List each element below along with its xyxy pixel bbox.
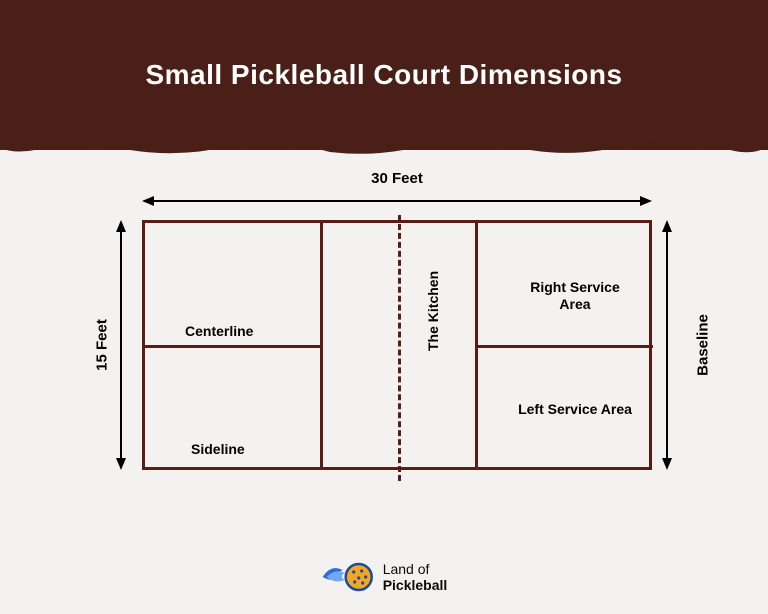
brand-logo: Land of Pickleball <box>321 558 448 596</box>
brand-line1: Land of <box>383 561 448 577</box>
left-service-label: Left Service Area <box>515 401 635 418</box>
baseline-arrow <box>660 220 674 470</box>
width-arrow <box>142 194 652 208</box>
sideline-label: Sideline <box>191 441 245 458</box>
brush-edge-decoration <box>0 138 768 158</box>
brand-text: Land of Pickleball <box>383 561 448 593</box>
court-diagram: 30 Feet 15 Feet Baseline Centerline Side… <box>110 200 658 510</box>
centerline-label: Centerline <box>185 323 253 340</box>
left-dimension: 15 Feet <box>114 220 138 470</box>
header-banner: Small Pickleball Court Dimensions <box>0 0 768 150</box>
right-service-label: Right Service Area <box>515 279 635 313</box>
height-arrow <box>114 220 128 470</box>
baseline-label: Baseline <box>695 314 712 376</box>
brand-line2: Pickleball <box>383 577 448 593</box>
width-label: 30 Feet <box>142 170 652 187</box>
right-centerline <box>478 345 653 348</box>
right-dimension: Baseline <box>660 220 684 470</box>
left-kitchen-line <box>320 223 323 467</box>
net-line <box>398 215 401 481</box>
court-outline: Centerline Sideline The Kitchen Right Se… <box>142 220 652 470</box>
height-label: 15 Feet <box>93 319 110 371</box>
page-title: Small Pickleball Court Dimensions <box>145 59 622 91</box>
top-dimension: 30 Feet <box>142 194 652 218</box>
left-centerline <box>145 345 320 348</box>
pickleball-flame-icon <box>321 558 375 596</box>
kitchen-label: The Kitchen <box>425 271 442 351</box>
